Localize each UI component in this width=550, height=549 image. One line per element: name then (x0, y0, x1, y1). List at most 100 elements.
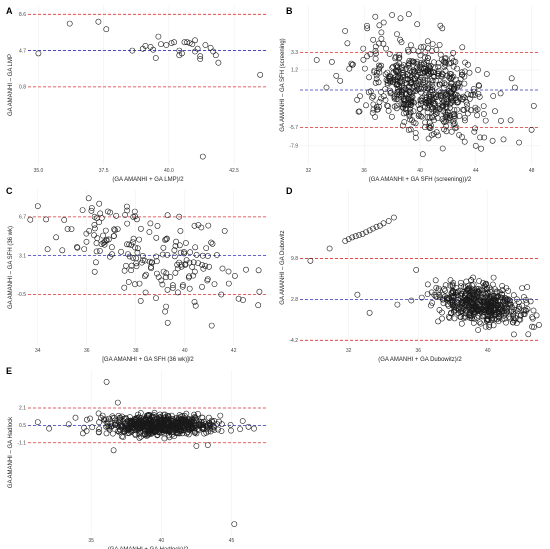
data-point (161, 417, 167, 424)
data-point (355, 108, 362, 115)
y-axis-label: GA AMANHI – GA LMP (8, 54, 14, 116)
data-point (461, 313, 468, 320)
data-point (482, 281, 489, 288)
data-point (476, 83, 482, 89)
data-point (444, 109, 451, 116)
data-point (450, 288, 457, 295)
x-tick-label: 42.5 (229, 168, 239, 174)
data-point (433, 284, 440, 291)
data-point (406, 64, 413, 71)
x-tick-label: 34 (35, 348, 41, 354)
data-point (154, 222, 161, 229)
data-point (468, 91, 474, 98)
data-point (448, 71, 455, 77)
x-axis-label: (GA AMANHI + GA LMP)/2 (112, 177, 184, 183)
data-point (163, 270, 170, 277)
data-point (128, 267, 134, 274)
data-point (162, 274, 169, 281)
data-point (482, 117, 489, 124)
data-point (162, 236, 168, 243)
data-point (172, 269, 179, 276)
data-point (133, 216, 140, 223)
data-point (492, 305, 499, 312)
data-point (191, 419, 197, 426)
data-point (525, 331, 532, 338)
data-point (96, 200, 103, 207)
data-point (400, 62, 407, 69)
data-point (519, 302, 525, 309)
data-point (384, 102, 390, 109)
data-point (172, 243, 179, 249)
data-point (84, 416, 90, 423)
data-point (126, 430, 133, 436)
data-point (405, 11, 412, 18)
data-point (377, 222, 383, 229)
data-point (375, 40, 382, 47)
x-tick-label: 40 (417, 168, 423, 174)
data-point (187, 425, 194, 432)
data-point (474, 288, 481, 295)
data-point (255, 302, 262, 309)
data-point (165, 418, 172, 425)
data-point (442, 282, 449, 289)
data-point (461, 117, 468, 124)
data-point (115, 412, 122, 419)
data-point (191, 425, 198, 431)
y-tick-label: -5.7 (289, 125, 298, 131)
data-point (240, 297, 246, 303)
data-point (326, 245, 333, 252)
data-point (516, 299, 522, 305)
data-point (483, 71, 490, 77)
data-point (373, 223, 380, 230)
data-point (428, 122, 434, 129)
data-point (80, 430, 86, 437)
data-point (68, 226, 75, 232)
data-point (110, 233, 117, 239)
data-point (367, 88, 374, 95)
data-point (435, 63, 441, 70)
data-point (428, 70, 435, 76)
data-point (369, 109, 376, 116)
data-point (354, 96, 360, 103)
data-point (475, 285, 482, 292)
data-point (453, 124, 460, 131)
data-point (496, 289, 503, 296)
data-point (467, 107, 474, 114)
data-point (468, 313, 475, 320)
data-point (486, 295, 493, 302)
panel-d: 32 36 40 9.8 2.8 -4.2 (GA AMANHI + GA Dubowitz… (280, 186, 542, 363)
data-point (180, 282, 186, 288)
data-point (123, 262, 129, 269)
data-point (465, 61, 471, 68)
data-point (143, 271, 149, 278)
data-point (130, 213, 137, 220)
data-point (453, 97, 460, 103)
data-point (510, 315, 517, 322)
data-point (218, 428, 225, 434)
data-point (452, 289, 459, 295)
data-point (480, 306, 487, 313)
data-point (488, 286, 494, 293)
data-point (462, 307, 469, 314)
data-point (163, 42, 170, 48)
data-point (386, 51, 393, 57)
data-point (470, 86, 477, 92)
data-point (153, 234, 160, 241)
data-point (394, 64, 401, 71)
data-point (442, 55, 449, 61)
data-point (490, 322, 497, 329)
data-point (401, 119, 408, 125)
data-point (183, 421, 190, 428)
data-point (43, 216, 49, 223)
data-point (141, 273, 148, 280)
data-point (373, 50, 379, 57)
data-point (204, 277, 211, 284)
data-point (489, 137, 496, 144)
data-point (141, 426, 147, 433)
data-point (215, 59, 222, 66)
data-point (356, 232, 362, 238)
data-point (199, 421, 206, 428)
data-point (420, 65, 427, 72)
data-point (113, 212, 120, 219)
data-point (439, 315, 445, 322)
